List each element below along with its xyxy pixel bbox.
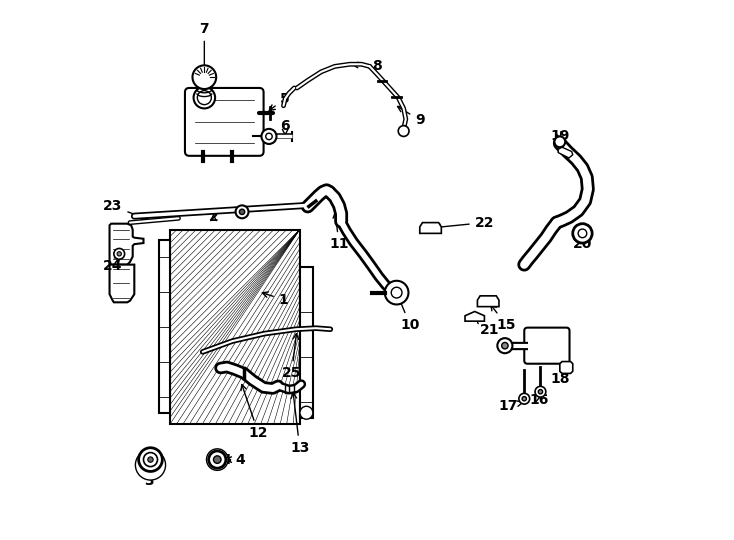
Polygon shape [465, 312, 484, 321]
Text: 18: 18 [550, 368, 570, 386]
Circle shape [498, 338, 512, 353]
Text: 9: 9 [398, 106, 424, 127]
Text: 19: 19 [550, 130, 570, 144]
Text: 4: 4 [218, 453, 230, 467]
Polygon shape [477, 296, 499, 307]
Circle shape [208, 451, 226, 468]
Text: 1: 1 [262, 292, 288, 307]
Circle shape [522, 396, 526, 401]
Text: 8: 8 [352, 59, 382, 73]
Text: 7: 7 [200, 22, 209, 73]
Circle shape [391, 287, 402, 298]
Circle shape [261, 129, 277, 144]
Text: 14: 14 [523, 340, 549, 354]
Circle shape [135, 450, 166, 480]
Circle shape [214, 456, 221, 463]
Circle shape [148, 457, 153, 462]
Bar [299, 267, 313, 418]
Bar [159, 240, 170, 413]
Circle shape [573, 224, 592, 243]
Circle shape [578, 229, 586, 238]
Circle shape [501, 342, 508, 349]
Circle shape [194, 87, 215, 109]
Circle shape [117, 252, 121, 256]
Text: 3: 3 [144, 464, 153, 488]
Circle shape [554, 137, 565, 147]
Circle shape [239, 209, 244, 214]
Text: 17: 17 [498, 399, 523, 413]
Text: 22: 22 [435, 215, 494, 230]
Circle shape [236, 205, 249, 218]
Circle shape [197, 91, 211, 105]
Circle shape [139, 448, 162, 471]
Text: 25: 25 [282, 334, 302, 380]
Text: 5: 5 [269, 92, 290, 110]
Text: 23: 23 [103, 199, 148, 220]
Circle shape [519, 393, 530, 404]
Circle shape [114, 248, 125, 259]
Text: 24: 24 [103, 254, 123, 273]
Polygon shape [109, 224, 143, 265]
Text: 12: 12 [241, 384, 268, 440]
Circle shape [300, 406, 313, 419]
Text: 16: 16 [530, 393, 549, 407]
Circle shape [206, 449, 228, 470]
Text: 13: 13 [290, 393, 309, 455]
Circle shape [535, 386, 546, 397]
Polygon shape [420, 222, 441, 233]
Text: 10: 10 [398, 296, 420, 332]
Text: 21: 21 [476, 318, 500, 338]
Bar [170, 230, 299, 423]
Circle shape [385, 281, 409, 305]
FancyBboxPatch shape [185, 88, 264, 156]
Text: 20: 20 [573, 234, 592, 251]
Text: 15: 15 [491, 305, 516, 332]
Text: 2: 2 [208, 210, 219, 224]
Text: 6: 6 [280, 119, 290, 136]
Text: 11: 11 [330, 212, 349, 251]
Polygon shape [109, 265, 134, 302]
Text: 4: 4 [235, 453, 245, 467]
Polygon shape [560, 362, 573, 374]
Circle shape [143, 453, 158, 467]
Circle shape [399, 126, 409, 137]
Circle shape [538, 389, 542, 394]
FancyBboxPatch shape [524, 328, 570, 364]
Circle shape [192, 65, 217, 89]
Circle shape [266, 133, 272, 140]
Polygon shape [558, 147, 573, 158]
